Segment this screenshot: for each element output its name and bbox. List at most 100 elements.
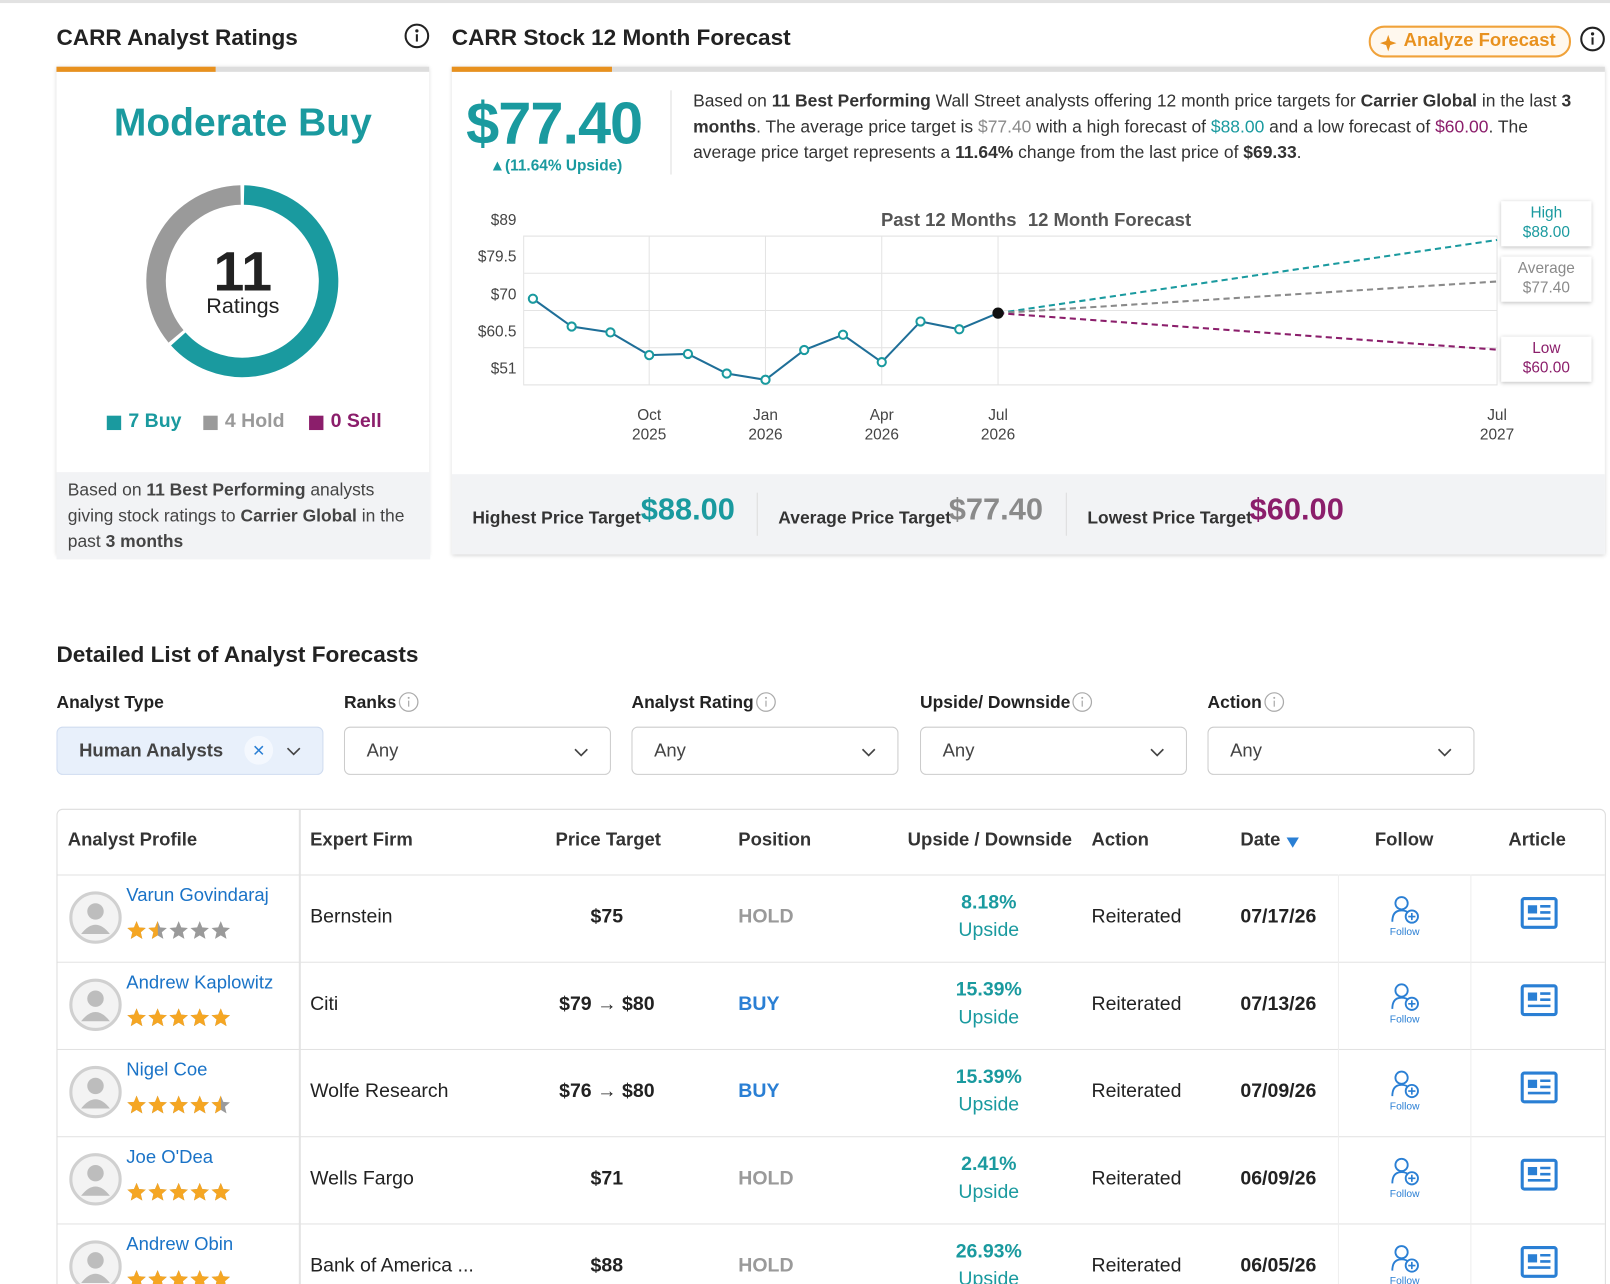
chevron-line (574, 748, 588, 757)
star-empty (211, 921, 231, 939)
star-rating (127, 1270, 231, 1284)
price-point (992, 307, 1004, 319)
column-header[interactable]: Date (1240, 829, 1281, 850)
info-circle (1580, 26, 1605, 52)
price-point (644, 349, 655, 361)
follow-button[interactable]: Follow (1374, 1244, 1436, 1284)
forecast-tag-name: Low (1532, 339, 1561, 358)
star-full (127, 1182, 146, 1201)
star-full (211, 1095, 222, 1114)
separator (756, 492, 758, 536)
follow-label: Follow (1389, 1188, 1420, 1200)
column-header[interactable]: Expert Firm (310, 829, 413, 850)
cell-divider (1337, 1048, 1339, 1137)
avatar-body (81, 1186, 110, 1196)
column-header[interactable]: Action (1091, 829, 1149, 850)
analyst-name[interactable]: Joe O'Dea (126, 1146, 214, 1167)
follow-label: Follow (1389, 1014, 1420, 1026)
chevron-icon (861, 748, 876, 757)
column-header[interactable]: Article (1508, 829, 1566, 850)
upside-label: Upside (958, 1094, 1020, 1116)
follow-button[interactable]: Follow (1374, 895, 1436, 940)
sort-arrow (1286, 837, 1299, 848)
cell-divider (1470, 1048, 1472, 1137)
text-segment: $69.33 (1243, 142, 1297, 163)
row-divider (57, 874, 1605, 876)
info-icon (404, 23, 430, 49)
follow-button[interactable]: Follow (1374, 982, 1436, 1027)
filter-dropdown[interactable]: Any (631, 726, 899, 775)
follow-button[interactable]: Follow (1374, 1157, 1436, 1202)
price-target: $88 (590, 1255, 624, 1277)
follow-button[interactable]: Follow (1374, 1069, 1436, 1114)
text-segment: 11 Best Performing (771, 91, 931, 111)
text-segment: and a low forecast of (1264, 117, 1436, 137)
y-tick-label: $70 (490, 285, 517, 304)
info-icon (1580, 26, 1605, 52)
analyst-name[interactable]: Varun Govindaraj (126, 884, 269, 906)
analyst-name[interactable]: Andrew Obin (126, 1233, 234, 1255)
star-full (148, 1008, 167, 1027)
article-icon (1520, 897, 1558, 929)
forecast-description: Based on 11 Best Performing Wall Street … (693, 88, 1591, 165)
y-tick-label: $79.5 (477, 248, 517, 267)
chevron-line (1150, 748, 1164, 757)
filter-dropdown[interactable]: Any (343, 726, 611, 775)
forecast-tag-value: $77.40 (1522, 279, 1570, 297)
article-block (1527, 1254, 1538, 1263)
stars-filled (127, 1008, 231, 1027)
action: Reiterated (1091, 993, 1182, 1016)
star-rating (127, 1008, 231, 1027)
summary-value: $77.40 (948, 492, 1043, 527)
action: Reiterated (1091, 1080, 1182, 1103)
follow-head (1394, 983, 1409, 998)
filter-value: Human Analysts (79, 740, 224, 761)
text-segment: change from the last price of (1013, 142, 1244, 163)
column-header[interactable]: Price Target (555, 829, 661, 850)
price-point (915, 316, 926, 327)
article-frame (1520, 1071, 1558, 1104)
list-title: Detailed List of Analyst Forecasts (56, 641, 419, 668)
upside-value: 2.41% (961, 1153, 1017, 1176)
position: HOLD (738, 1168, 794, 1190)
x-tick-label: Jan 2026 (748, 406, 783, 444)
clear-x (254, 745, 264, 755)
text-segment: 11.64% (955, 142, 1014, 163)
ratings-title: CARR Analyst Ratings (56, 24, 298, 51)
donut-segment (171, 185, 339, 378)
expert-firm: Wolfe Research (310, 1080, 449, 1103)
text-segment: . (1296, 142, 1302, 163)
column-header[interactable]: Follow (1374, 829, 1434, 850)
filter-value: Any (654, 740, 686, 761)
article-lines (1527, 905, 1551, 920)
analyst-name[interactable]: Nigel Coe (126, 1059, 208, 1080)
sparkle (1380, 34, 1397, 52)
follow-head (1394, 1245, 1409, 1260)
upside-value: 26.93% (955, 1240, 1022, 1263)
legend-count: 0 (330, 410, 342, 433)
filter-label: Analyst Rating (631, 692, 754, 713)
chevron-line (861, 748, 876, 757)
info-circle (756, 692, 776, 712)
star-full (211, 1270, 231, 1284)
column-header[interactable]: Position (738, 829, 812, 850)
top-border (0, 0, 1610, 4)
button-label: Analyze Forecast (1403, 29, 1556, 51)
filter-dropdown[interactable]: Any (920, 726, 1187, 775)
x-tick-label: Oct 2025 (632, 406, 667, 444)
clear-icon (254, 745, 264, 755)
column-header[interactable]: Upside / Downside (907, 829, 1073, 850)
analyze-forecast-button[interactable]: Analyze Forecast (1368, 25, 1571, 58)
action: Reiterated (1091, 1168, 1182, 1190)
avatar-body (81, 1012, 110, 1022)
article-block (1527, 1079, 1538, 1088)
analyst-name[interactable]: Andrew Kaplowitz (126, 971, 274, 993)
filter-dropdown[interactable]: Any (1207, 726, 1475, 775)
column-header[interactable]: Analyst Profile (67, 829, 198, 850)
forecast-label: 12 Month Forecast (1027, 209, 1192, 230)
filter-dropdown[interactable]: Human Analysts (56, 726, 324, 775)
price-target: $76 → $80 (559, 1080, 655, 1103)
stars-filled (127, 1270, 231, 1284)
upside-label: Upside (958, 919, 1020, 942)
